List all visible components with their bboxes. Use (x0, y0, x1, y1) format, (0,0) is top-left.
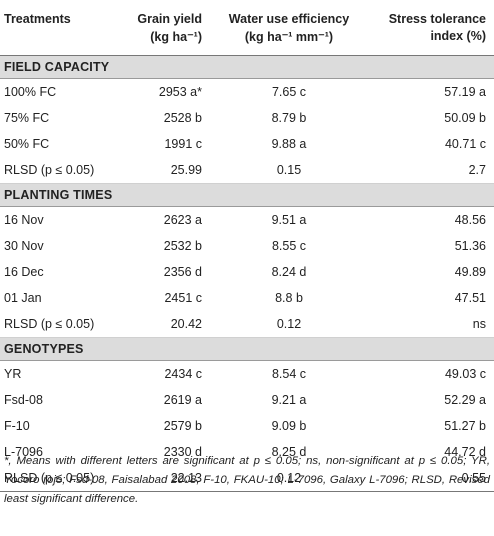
treatment-cell: 30 Nov (4, 239, 44, 253)
data-table: Treatments Grain yield Water use efficie… (0, 0, 494, 492)
water-use-efficiency-cell: 0.15 (210, 157, 368, 184)
treatment-cell: RLSD (p ≤ 0.05) (0, 465, 118, 492)
water-use-efficiency-cell: 9.09 b (271, 419, 307, 433)
stress-tolerance-cell: 49.89 (454, 265, 486, 279)
treatment-cell: RLSD (p ≤ 0.05) (0, 157, 118, 184)
stress-tolerance-cell: 51.27 b (444, 419, 486, 433)
water-use-efficiency-cell: 8.25 d (271, 445, 307, 459)
table-row: 30 Nov 2532 b 8.55 c 51.36 (0, 233, 494, 259)
treatment-cell: RLSD (p ≤ 0.05) (0, 311, 118, 338)
grain-yield-cell: 1991 c (164, 137, 202, 151)
section-title: GENOTYPES (0, 337, 494, 361)
grain-yield-cell: 2619 a (163, 393, 202, 407)
treatment-cell: 01 Jan (4, 291, 42, 305)
table-row: Fsd-08 2619 a 9.21 a 52.29 a (0, 387, 494, 413)
header-wue-unit: (kg ha⁻¹ mm⁻¹) (210, 29, 368, 56)
table-row: 16 Dec 2356 d 8.24 d 49.89 (0, 259, 494, 285)
stress-tolerance-cell: 51.36 (454, 239, 486, 253)
table-body: FIELD CAPACITY 100% FC 2953 a* 7.65 c 57.19 … (0, 55, 494, 492)
table-row: 01 Jan 2451 c 8.8 b 47.51 (0, 285, 494, 311)
header-grain-yield: Grain yield (137, 12, 202, 26)
stress-tolerance-cell: 44.72 d (444, 445, 486, 459)
table-row: 50% FC 1991 c 9.88 a 40.71 c (0, 131, 494, 157)
treatment-cell: 16 Nov (4, 213, 44, 227)
stress-tolerance-cell: 47.51 (454, 291, 486, 305)
grain-yield-cell: 2528 b (163, 111, 202, 125)
table-row: 100% FC 2953 a* 7.65 c 57.19 a (0, 79, 494, 106)
water-use-efficiency-cell: 9.51 a (271, 213, 307, 227)
water-use-efficiency-cell: 9.88 a (271, 137, 307, 151)
section-title: FIELD CAPACITY (0, 55, 494, 79)
stress-tolerance-cell: 2.7 (368, 157, 494, 184)
treatment-cell: 75% FC (4, 111, 50, 125)
grain-yield-cell: 2330 d (163, 445, 202, 459)
header-water-use-efficiency: Water use efficiency (228, 12, 350, 26)
grain-yield-cell: 2451 c (164, 291, 202, 305)
rlsd-row: RLSD (p ≤ 0.05) 20.42 0.12 ns (0, 311, 494, 338)
header-treatments: Treatments (4, 12, 71, 26)
grain-yield-cell: 22.13 (118, 465, 210, 492)
water-use-efficiency-cell: 7.65 c (271, 85, 307, 99)
table-row: F-10 2579 b 9.09 b 51.27 b (0, 413, 494, 439)
section-header-row: GENOTYPES (0, 337, 494, 361)
stress-tolerance-cell: 40.71 c (444, 137, 486, 151)
header-grain-yield-unit: (kg ha⁻¹) (118, 29, 210, 56)
stress-tolerance-cell: 52.29 a (444, 393, 486, 407)
water-use-efficiency-cell: 8.24 d (271, 265, 307, 279)
header-stress-tolerance-unit: index (%) (368, 29, 494, 56)
treatment-cell: 16 Dec (4, 265, 44, 279)
water-use-efficiency-cell: 8.54 c (271, 367, 307, 381)
section-header-row: FIELD CAPACITY (0, 55, 494, 79)
treatment-cell: Fsd-08 (4, 393, 43, 407)
stress-tolerance-cell: 48.56 (454, 213, 486, 227)
stress-tolerance-cell: 50.09 b (444, 111, 486, 125)
table-header: Treatments Grain yield Water use efficie… (0, 0, 494, 56)
treatment-cell: YR (4, 367, 22, 381)
treatment-cell: L-7096 (4, 445, 43, 459)
table-footnote: *, Means with different letters are sign… (4, 455, 490, 505)
grain-yield-cell: 2579 b (163, 419, 202, 433)
stress-tolerance-cell: 57.19 a (444, 85, 486, 99)
grain-yield-cell: 25.99 (118, 157, 210, 184)
treatment-cell: 50% FC (4, 137, 50, 151)
rlsd-row: RLSD (p ≤ 0.05) 25.99 0.15 2.7 (0, 157, 494, 184)
water-use-efficiency-cell: 8.8 b (275, 291, 303, 305)
section-header-row: PLANTING TIMES (0, 183, 494, 207)
stress-tolerance-cell: ns (368, 311, 494, 338)
treatment-cell: 100% FC (4, 85, 57, 99)
table-row: YR 2434 c 8.54 c 49.03 c (0, 361, 494, 388)
water-use-efficiency-cell: 9.21 a (271, 393, 307, 407)
water-use-efficiency-cell: 0.12 (210, 311, 368, 338)
stress-tolerance-cell: 49.03 c (444, 367, 486, 381)
grain-yield-cell: 2532 b (163, 239, 202, 253)
grain-yield-cell: 2953 a* (158, 85, 202, 99)
water-use-efficiency-cell: 0.12 (210, 465, 368, 492)
grain-yield-cell: 2434 c (164, 367, 202, 381)
rlsd-row: RLSD (p ≤ 0.05) 22.13 0.12 0.55 (0, 465, 494, 492)
table-row: L-7096 2330 d 8.25 d 44.72 d (0, 439, 494, 465)
table-row: 16 Nov 2623 a 9.51 a 48.56 (0, 207, 494, 234)
water-use-efficiency-cell: 8.79 b (271, 111, 307, 125)
grain-yield-cell: 2356 d (163, 265, 202, 279)
header-treatments-blank (0, 29, 118, 56)
grain-yield-cell: 20.42 (118, 311, 210, 338)
section-title: PLANTING TIMES (0, 183, 494, 207)
stress-tolerance-cell: 0.55 (368, 465, 494, 492)
table-row: 75% FC 2528 b 8.79 b 50.09 b (0, 105, 494, 131)
header-stress-tolerance: Stress tolerance (388, 12, 486, 26)
grain-yield-cell: 2623 a (163, 213, 202, 227)
treatment-cell: F-10 (4, 419, 30, 433)
water-use-efficiency-cell: 8.55 c (271, 239, 307, 253)
